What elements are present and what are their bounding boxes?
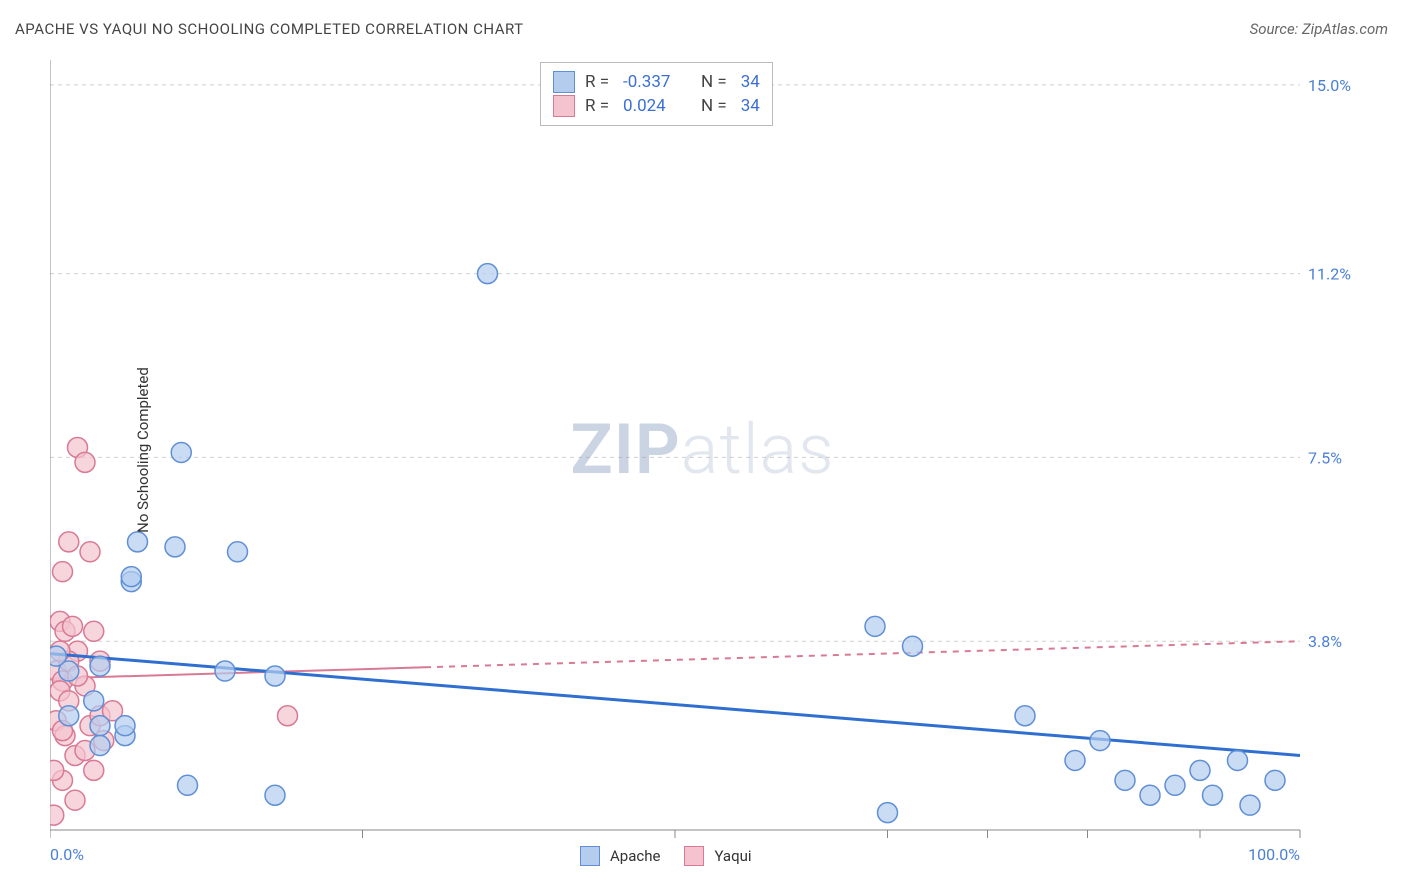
n-value: 34 [741, 72, 760, 92]
n-label: N = [701, 72, 727, 92]
scatter-point [65, 790, 85, 810]
r-label: R = [585, 72, 609, 92]
scatter-point [90, 736, 110, 756]
legend-swatch [553, 95, 575, 117]
legend-label: Apache [610, 847, 660, 865]
source-credit: Source: ZipAtlas.com [1250, 20, 1388, 38]
series-legend-item: Apache [580, 846, 660, 866]
chart-area: No Schooling Completed ZIPatlas 15.0%11.… [50, 60, 1355, 840]
scatter-point [75, 452, 95, 472]
scatter-point [1203, 785, 1223, 805]
legend-swatch [553, 71, 575, 93]
scatter-point [228, 542, 248, 562]
stats-legend-row: R = 0.024 N = 34 [553, 95, 760, 117]
svg-text:15.0%: 15.0% [1308, 76, 1351, 95]
y-axis-label: No Schooling Completed [134, 367, 152, 533]
scatter-point [478, 264, 498, 284]
scatter-point [84, 621, 104, 641]
svg-text:3.8%: 3.8% [1308, 632, 1342, 651]
scatter-point [84, 691, 104, 711]
chart-container: APACHE VS YAQUI NO SCHOOLING COMPLETED C… [0, 0, 1406, 892]
legend-swatch [580, 846, 600, 866]
r-value: 0.024 [623, 96, 683, 116]
scatter-point [178, 775, 198, 795]
scatter-point [171, 442, 191, 462]
scatter-point [1190, 760, 1210, 780]
scatter-point [878, 803, 898, 823]
scatter-point [59, 706, 79, 726]
scatter-point [80, 542, 100, 562]
scatter-point [1090, 731, 1110, 751]
scatter-point [59, 532, 79, 552]
scatter-point [865, 616, 885, 636]
scatter-point [1065, 750, 1085, 770]
scatter-plot-svg: 15.0% 11.2% 7.5% 3.8% 0.0% 100.0% [50, 60, 1355, 880]
svg-text:0.0%: 0.0% [50, 845, 84, 864]
scatter-point [50, 760, 64, 780]
scatter-point [1165, 775, 1185, 795]
scatter-point [128, 532, 148, 552]
scatter-point [59, 661, 79, 681]
scatter-point [115, 716, 135, 736]
scatter-point [1115, 770, 1135, 790]
series-legend: Apache Yaqui [580, 844, 752, 868]
svg-text:11.2%: 11.2% [1308, 265, 1351, 284]
n-value: 34 [741, 96, 760, 116]
r-value: -0.337 [623, 72, 683, 92]
scatter-point [278, 706, 298, 726]
scatter-point [84, 760, 104, 780]
scatter-point [1228, 750, 1248, 770]
scatter-point [50, 805, 64, 825]
scatter-point [1240, 795, 1260, 815]
stats-legend: R = -0.337 N = 34 R = 0.024 N = 34 [540, 62, 773, 126]
svg-text:100.0%: 100.0% [1248, 845, 1300, 864]
scatter-point [215, 661, 235, 681]
scatter-point [265, 666, 285, 686]
scatter-point [90, 656, 110, 676]
r-label: R = [585, 96, 609, 116]
scatter-point [121, 567, 141, 587]
scatter-point [90, 716, 110, 736]
legend-label: Yaqui [714, 847, 751, 865]
scatter-point [165, 537, 185, 557]
scatter-point [903, 636, 923, 656]
legend-swatch [684, 846, 704, 866]
n-label: N = [701, 96, 727, 116]
scatter-point [63, 616, 83, 636]
scatter-point [53, 562, 73, 582]
stats-legend-row: R = -0.337 N = 34 [553, 71, 760, 93]
series-legend-item: Yaqui [684, 846, 751, 866]
scatter-point [1265, 770, 1285, 790]
scatter-point [1140, 785, 1160, 805]
scatter-point [265, 785, 285, 805]
source-prefix: Source: [1250, 20, 1302, 38]
svg-text:7.5%: 7.5% [1308, 448, 1342, 467]
chart-title: APACHE VS YAQUI NO SCHOOLING COMPLETED C… [15, 20, 524, 38]
scatter-point [1015, 706, 1035, 726]
source-name: ZipAtlas.com [1302, 20, 1388, 38]
